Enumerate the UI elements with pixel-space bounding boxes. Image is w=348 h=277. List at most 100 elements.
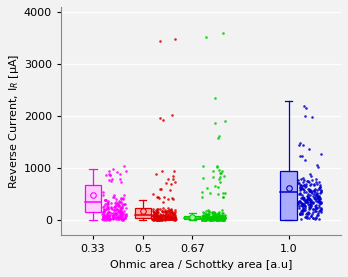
- Point: [318, 190, 323, 194]
- Point: [213, 212, 219, 217]
- Point: [155, 207, 161, 211]
- Point: [210, 214, 216, 219]
- Point: [217, 217, 222, 221]
- Point: [216, 134, 222, 138]
- Point: [101, 209, 106, 213]
- Point: [315, 212, 321, 217]
- Point: [221, 216, 227, 220]
- Point: [219, 210, 225, 215]
- Point: [213, 216, 218, 220]
- Point: [152, 217, 157, 221]
- Point: [306, 187, 311, 192]
- Point: [209, 218, 215, 222]
- Point: [122, 202, 127, 206]
- Point: [172, 215, 178, 220]
- Point: [168, 182, 174, 186]
- Point: [306, 211, 311, 215]
- Point: [101, 204, 106, 209]
- X-axis label: Ohmic area / Schottky area [a.u]: Ohmic area / Schottky area [a.u]: [110, 260, 292, 270]
- Point: [104, 211, 109, 216]
- Point: [162, 213, 167, 217]
- Point: [218, 216, 223, 220]
- Point: [310, 206, 316, 211]
- Point: [200, 217, 206, 222]
- Point: [213, 120, 218, 125]
- Point: [209, 217, 215, 222]
- Point: [169, 214, 174, 218]
- Point: [206, 214, 212, 219]
- Point: [295, 200, 301, 205]
- Point: [213, 216, 219, 221]
- Point: [112, 201, 118, 205]
- Point: [313, 209, 318, 214]
- Point: [314, 205, 319, 209]
- Point: [120, 203, 125, 207]
- Point: [218, 217, 223, 221]
- Point: [220, 169, 225, 173]
- Point: [165, 216, 171, 220]
- Point: [156, 218, 161, 222]
- Point: [106, 210, 111, 214]
- Point: [101, 216, 107, 220]
- Point: [200, 176, 206, 181]
- Point: [199, 214, 205, 219]
- Point: [166, 217, 171, 221]
- Point: [101, 216, 107, 221]
- Point: [105, 214, 110, 219]
- Point: [316, 186, 322, 190]
- Point: [168, 216, 174, 220]
- Point: [201, 215, 206, 219]
- Point: [301, 201, 307, 206]
- Point: [159, 217, 165, 222]
- Point: [109, 179, 114, 183]
- Point: [117, 214, 123, 219]
- Point: [118, 204, 124, 209]
- Point: [206, 209, 212, 214]
- Point: [108, 217, 113, 221]
- Point: [152, 215, 158, 219]
- Point: [302, 103, 307, 108]
- Point: [311, 183, 316, 187]
- Point: [317, 208, 323, 212]
- Point: [216, 167, 222, 172]
- Point: [171, 213, 177, 217]
- Point: [164, 209, 169, 214]
- Point: [215, 212, 220, 217]
- Point: [108, 211, 114, 215]
- Point: [103, 198, 109, 202]
- Point: [207, 216, 213, 220]
- Point: [156, 215, 161, 219]
- Point: [100, 210, 105, 214]
- Point: [169, 217, 175, 221]
- Point: [169, 113, 175, 118]
- Point: [166, 214, 171, 219]
- Point: [105, 217, 111, 221]
- Point: [304, 106, 309, 111]
- Point: [315, 164, 321, 169]
- Point: [302, 203, 307, 208]
- Point: [303, 200, 309, 204]
- Point: [113, 212, 119, 216]
- Point: [171, 174, 176, 178]
- Point: [218, 214, 223, 218]
- Point: [113, 199, 119, 204]
- Point: [105, 199, 111, 203]
- Point: [298, 182, 304, 187]
- Point: [164, 216, 170, 220]
- Point: [203, 215, 209, 220]
- Point: [312, 197, 317, 201]
- Point: [220, 215, 225, 220]
- Point: [218, 217, 223, 221]
- Point: [315, 182, 320, 186]
- Point: [102, 204, 107, 208]
- Point: [163, 210, 168, 214]
- Point: [221, 217, 227, 221]
- Point: [161, 216, 166, 221]
- Point: [113, 197, 119, 201]
- Point: [212, 217, 218, 221]
- Point: [104, 217, 110, 221]
- Point: [204, 217, 209, 221]
- Point: [220, 211, 225, 216]
- Point: [318, 208, 323, 213]
- Point: [299, 201, 305, 205]
